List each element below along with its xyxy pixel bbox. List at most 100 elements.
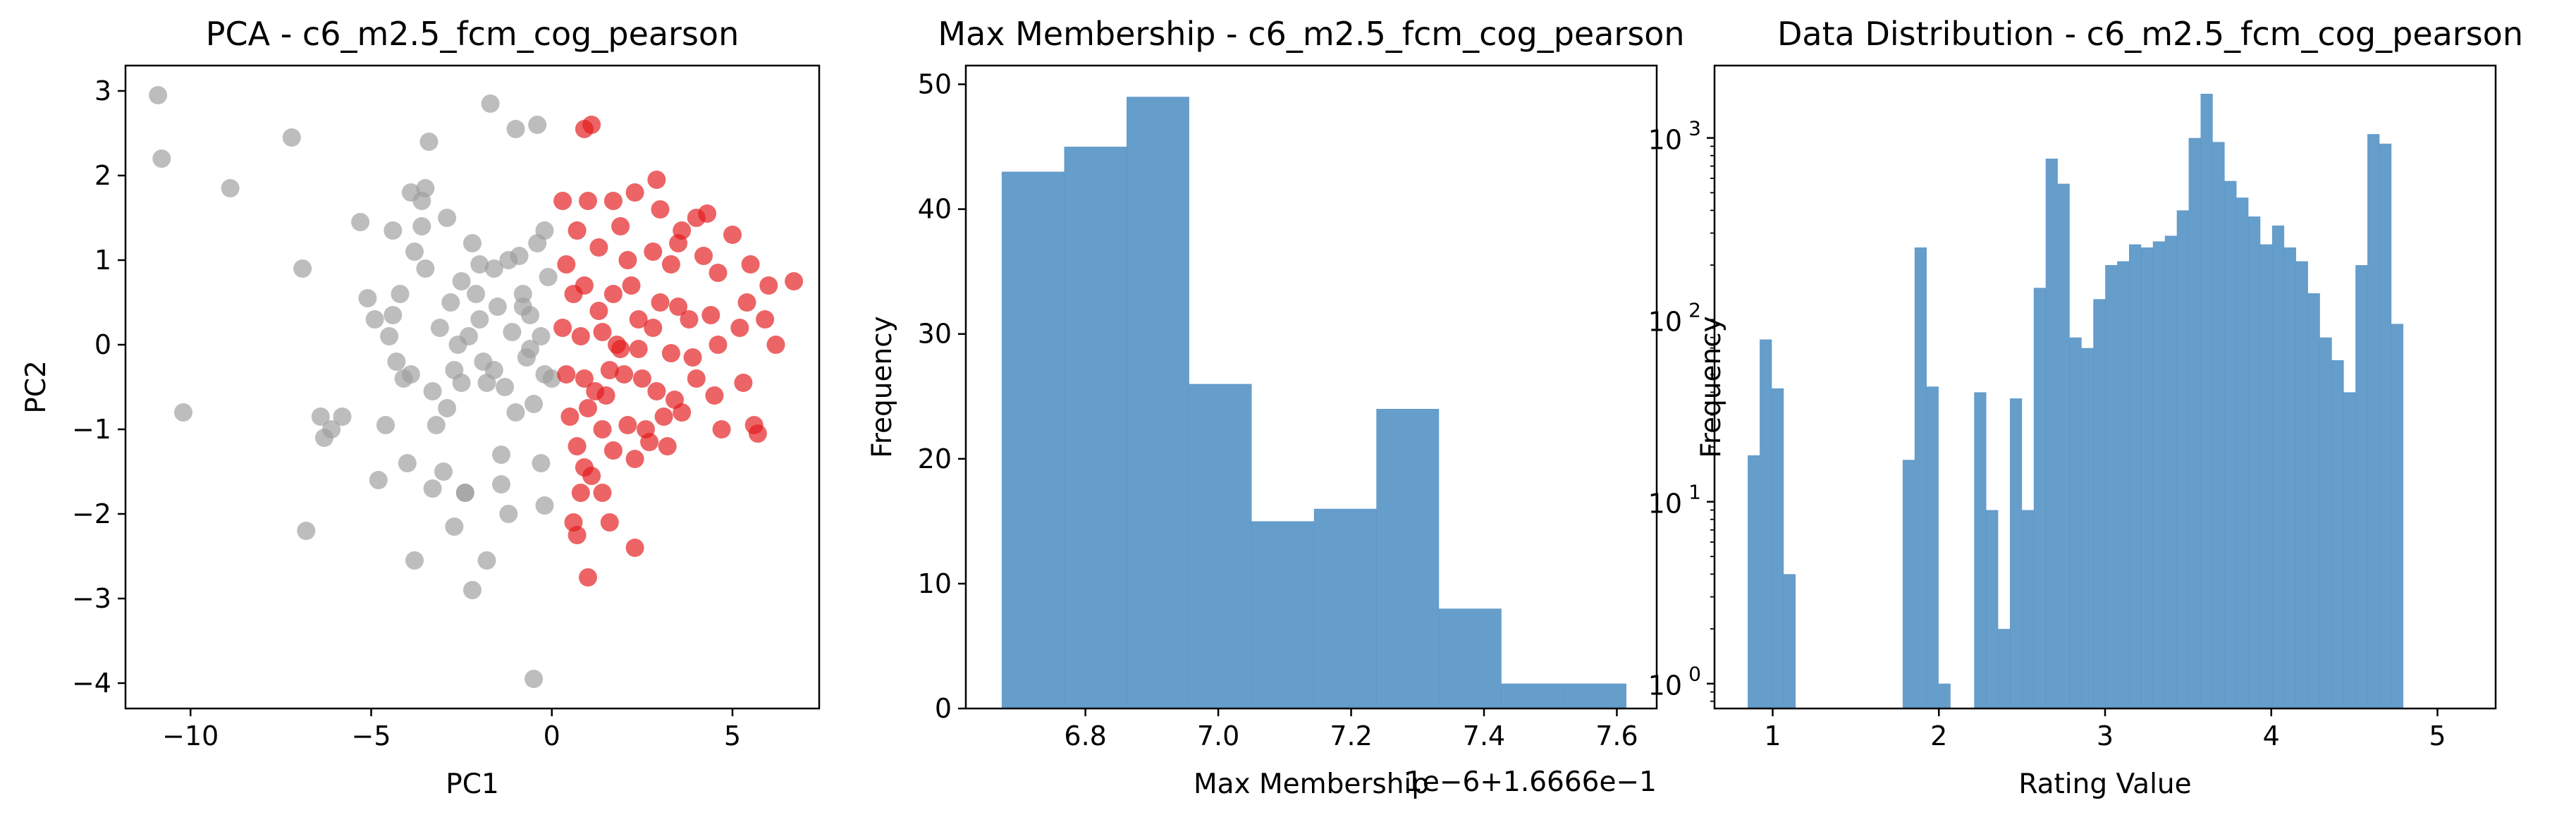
pca-point <box>463 581 482 599</box>
pca-point <box>528 116 547 134</box>
data-distribution-bar <box>1974 392 1987 708</box>
pca-point <box>575 458 594 477</box>
pca-point <box>611 217 630 235</box>
pca-point <box>459 327 478 345</box>
max-membership-y-tick-label: 10 <box>918 568 952 599</box>
pca-point <box>401 365 420 384</box>
pca-point <box>593 484 612 502</box>
pca-point <box>568 221 587 240</box>
data-distribution-bar <box>2176 210 2189 708</box>
pca-point <box>333 407 352 426</box>
pca-point <box>492 446 510 464</box>
pca-point <box>632 369 651 388</box>
pca-point <box>452 374 471 392</box>
pca-point <box>647 171 666 189</box>
pca-point <box>416 179 435 197</box>
max-membership-chart-title: Max Membership - c6_m2.5_fcm_cog_pearson <box>938 15 1684 53</box>
max-membership-x-offset-text: 1e−6+1.6666e−1 <box>1405 766 1657 798</box>
max-membership-bar <box>1189 384 1252 708</box>
pca-point <box>438 399 457 417</box>
data-distribution-x-tick-label: 4 <box>2263 720 2280 752</box>
pca-point <box>445 517 464 536</box>
pca-point <box>644 319 663 337</box>
pca-x-tick-label: −5 <box>351 720 391 752</box>
pca-point <box>369 471 388 489</box>
data-distribution-bar <box>2319 337 2332 708</box>
pca-point <box>149 86 168 104</box>
data-distribution-bar <box>1902 460 1915 708</box>
max-membership-x-tick-label: 7.4 <box>1463 720 1505 752</box>
pca-point <box>603 192 622 210</box>
data-distribution-bar <box>1760 339 1772 708</box>
pca-point <box>603 285 622 303</box>
pca-point <box>297 522 316 540</box>
pca-y-tick-label: −1 <box>72 414 111 445</box>
data-distribution-bar <box>2200 94 2213 708</box>
data-distribution-y-tick-label: 10 <box>1648 670 1682 701</box>
pca-point <box>640 433 659 451</box>
pca-point <box>734 374 753 392</box>
data-distribution-x-tick-label: 1 <box>1764 720 1781 752</box>
max-membership-panel: Max Membership - c6_m2.5_fcm_cog_pearson… <box>866 15 1685 800</box>
pca-y-tick-label: −4 <box>72 668 111 699</box>
pca-point <box>481 94 500 113</box>
pca-point <box>625 183 644 202</box>
data-distribution-bar <box>2010 398 2023 708</box>
pca-x-axis-label: PC1 <box>446 768 499 800</box>
pca-point <box>600 361 619 379</box>
max-membership-y-tick-label: 0 <box>935 693 952 724</box>
pca-scatter-panel: PCA - c6_m2.5_fcm_cog_pearson −10 −5 0 5−4−… <box>20 15 821 800</box>
pca-point <box>766 336 785 354</box>
pca-point <box>705 386 724 405</box>
pca-point <box>525 670 544 688</box>
pca-point <box>571 484 590 502</box>
pca-point <box>174 403 192 422</box>
pca-point <box>629 340 648 358</box>
data-distribution-bar <box>2081 348 2094 708</box>
pca-point <box>513 297 532 316</box>
pca-point <box>553 192 572 210</box>
data-distribution-x-tick-label: 3 <box>2097 720 2114 752</box>
pca-point <box>756 310 775 329</box>
pca-point <box>293 259 312 278</box>
data-distribution-y-tick-exponent: 3 <box>1688 117 1701 140</box>
data-distribution-bar <box>2117 261 2130 709</box>
pca-point <box>513 285 532 303</box>
pca-point <box>698 204 717 223</box>
max-membership-y-tick-label: 40 <box>918 194 952 225</box>
pca-point <box>575 120 594 138</box>
pca-point <box>687 369 706 388</box>
data-distribution-bar <box>2295 261 2308 709</box>
pca-point <box>412 217 431 235</box>
pca-point <box>488 297 507 316</box>
pca-point <box>579 192 597 210</box>
pca-point <box>651 200 670 219</box>
data-distribution-bar <box>2355 265 2368 708</box>
pca-point <box>391 285 410 303</box>
data-distribution-y-tick-exponent: 1 <box>1688 481 1701 504</box>
data-distribution-bar <box>2069 337 2082 708</box>
data-distribution-bar <box>2224 180 2237 708</box>
data-distribution-bar <box>2307 293 2320 708</box>
pca-point <box>669 234 688 252</box>
data-distribution-bars <box>1748 94 2404 709</box>
pca-point <box>398 454 417 472</box>
pca-point <box>499 505 518 523</box>
data-distribution-bar <box>1998 629 2011 708</box>
data-distribution-y-tick-exponent: 0 <box>1688 663 1701 686</box>
pca-point <box>532 454 551 472</box>
pca-point <box>506 120 525 138</box>
pca-point <box>589 238 608 257</box>
pca-point <box>579 399 597 417</box>
data-distribution-bar <box>2391 324 2404 708</box>
max-membership-y-tick-label: 30 <box>918 319 952 350</box>
pca-point <box>625 450 644 468</box>
pca-point <box>535 221 554 240</box>
pca-point <box>496 378 515 396</box>
pca-point <box>405 551 424 570</box>
pca-point <box>600 513 619 532</box>
pca-point <box>503 323 522 341</box>
pca-point <box>579 568 597 587</box>
